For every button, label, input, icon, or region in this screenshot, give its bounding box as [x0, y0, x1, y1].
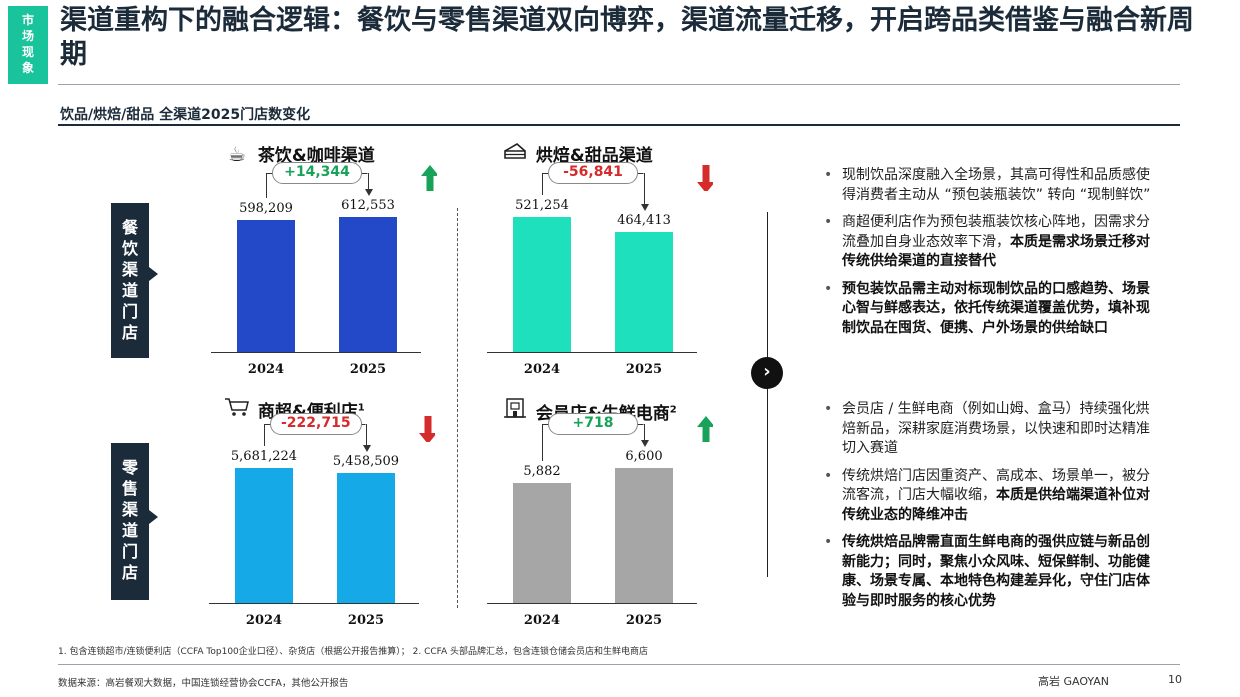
- store-icon: [500, 397, 530, 424]
- insight-text: 商超便利店作为预包装瓶装饮核心阵地，因需求分流叠加自身业态效率下滑，: [842, 214, 1150, 250]
- bar: [615, 468, 673, 603]
- insight-list-bottom: 会员店 / 生鲜电商（例如山姆、盒马）持续强化烘焙新品，深耕家庭消费场景，以快速…: [818, 400, 1163, 619]
- tick-label: 2024: [247, 362, 285, 377]
- side-arrow: [149, 267, 158, 281]
- cake-icon: [500, 141, 530, 166]
- insight-item: 商超便利店作为预包装瓶装饮核心阵地，因需求分流叠加自身业态效率下滑，本质是需求场…: [818, 213, 1163, 272]
- bar: [615, 232, 673, 352]
- insight-emphasis: 传统烘焙品牌需直面生鲜电商的强供应链与新品创新能力；同时，聚焦小众风味、短保鲜制…: [842, 534, 1150, 609]
- side-label-food: 餐饮渠道门店: [111, 203, 149, 358]
- insight-text: 现制饮品深度融入全场景，其高可得性和品质感使得消费者主动从 “预包装瓶装饮” 转…: [842, 167, 1151, 203]
- panel-title-text: 烘焙&甜品渠道: [535, 146, 653, 166]
- delta-badge: -56,841: [548, 162, 638, 184]
- bar: [513, 483, 571, 603]
- bar: [337, 473, 395, 603]
- insight-emphasis: 本质是需求场景迁移对传统供给渠道的直接替代: [842, 233, 1150, 270]
- data-label: 612,553: [341, 198, 395, 213]
- chart-subtitle: 饮品/烘焙/甜品 全渠道2025门店数变化: [60, 107, 311, 123]
- divider: [58, 124, 1180, 126]
- insight-emphasis: 本质是供给端渠道补位对传统业态的降维冲击: [842, 487, 1150, 523]
- insight-item: 会员店 / 生鲜电商（例如山姆、盒马）持续强化烘焙新品，深耕家庭消费场景，以快速…: [818, 400, 1163, 459]
- up-arrow-icon: [697, 416, 713, 442]
- down-arrow-icon: [419, 416, 435, 442]
- baseline: [211, 352, 421, 353]
- insight-item: 传统烘焙门店因重资产、高成本、场景单一，被分流客流，门店大幅收缩，本质是供给端渠…: [818, 467, 1163, 526]
- connector-arrowhead: [641, 440, 649, 447]
- data-label: 5,681,224: [230, 449, 298, 464]
- down-arrow-icon: [697, 165, 713, 191]
- divider: [58, 664, 1180, 665]
- tick-label: 2025: [347, 613, 385, 628]
- up-arrow-icon: [421, 165, 437, 191]
- baseline: [487, 352, 697, 353]
- insight-list-top: 现制饮品深度融入全场景，其高可得性和品质感使得消费者主动从 “预包装瓶装饮” 转…: [818, 166, 1163, 346]
- insight-item: 现制饮品深度融入全场景，其高可得性和品质感使得消费者主动从 “预包装瓶装饮” 转…: [818, 166, 1163, 205]
- tick-label: 2024: [523, 362, 561, 377]
- footnote-marker: 1: [357, 402, 365, 414]
- brand-name: 高岩 GAOYAN: [1038, 675, 1110, 688]
- connector: [644, 173, 645, 206]
- page-number: 10: [1168, 673, 1182, 686]
- side-label-retail: 零售渠道门店: [111, 443, 149, 600]
- data-label: 5,882: [523, 464, 561, 479]
- section-tag: 市场现象: [8, 6, 48, 84]
- connector-arrowhead: [641, 204, 649, 211]
- insight-item: 传统烘焙品牌需直面生鲜电商的强供应链与新品创新能力；同时，聚焦小众风味、短保鲜制…: [818, 533, 1163, 611]
- delta-badge: -222,715: [270, 413, 362, 435]
- panel-divider: [457, 208, 458, 608]
- insight-emphasis: 预包装饮品需主动对标现制饮品的口感趋势、场景心智与鲜感表达，依托传统渠道覆盖优势…: [842, 280, 1150, 336]
- divider: [58, 84, 1180, 85]
- footnote: 1. 包含连锁超市/连锁便利店（CCFA Top100企业口径）、杂货店（根据公…: [58, 647, 649, 657]
- baseline: [209, 603, 419, 604]
- delta-badge: +718: [548, 413, 638, 435]
- insight-text: 会员店 / 生鲜电商（例如山姆、盒马）持续强化烘焙新品，深耕家庭消费场景，以快速…: [842, 401, 1150, 456]
- data-label: 5,458,509: [332, 454, 400, 469]
- data-label: 464,413: [617, 213, 671, 228]
- connector: [366, 424, 367, 447]
- side-arrow: [149, 510, 158, 524]
- section-divider: [767, 212, 768, 577]
- bar: [513, 217, 571, 352]
- panel-title-tea-coffee: ☕ 茶饮&咖啡渠道: [222, 141, 375, 166]
- data-label: 598,209: [239, 201, 293, 216]
- data-label: 6,600: [625, 449, 663, 464]
- bar: [237, 220, 295, 352]
- tick-label: 2025: [625, 613, 663, 628]
- data-source: 数据来源：高岩餐观大数据，中国连锁经营协会CCFA，其他公开报告: [58, 678, 349, 689]
- insight-item: 预包装饮品需主动对标现制饮品的口感趋势、场景心智与鲜感表达，依托传统渠道覆盖优势…: [818, 280, 1163, 339]
- bar: [339, 217, 397, 352]
- connector: [368, 173, 369, 191]
- tick-label: 2025: [349, 362, 387, 377]
- page-title: 渠道重构下的融合逻辑：餐饮与零售渠道双向博弈，渠道流量迁移，开启跨品类借鉴与融合…: [60, 5, 1194, 70]
- tick-label: 2024: [523, 613, 561, 628]
- data-label: 521,254: [515, 198, 569, 213]
- delta-badge: +14,344: [272, 162, 362, 184]
- coffee-cup-icon: ☕: [228, 142, 246, 166]
- chevron-right-icon[interactable]: ›: [751, 357, 783, 389]
- shopping-cart-icon: [222, 397, 252, 422]
- tick-label: 2024: [245, 613, 283, 628]
- bar: [235, 468, 293, 603]
- panel-title-text: 茶饮&咖啡渠道: [257, 146, 375, 166]
- connector-arrowhead: [363, 445, 371, 452]
- panel-title-bakery: 烘焙&甜品渠道: [500, 141, 653, 166]
- tick-label: 2025: [625, 362, 663, 377]
- footnote-marker: 2: [669, 404, 677, 416]
- connector: [644, 424, 645, 442]
- baseline: [487, 603, 697, 604]
- insight-text: 传统烘焙门店因重资产、高成本、场景单一，被分流客流，门店大幅收缩，: [842, 467, 1150, 504]
- connector-arrowhead: [365, 189, 373, 196]
